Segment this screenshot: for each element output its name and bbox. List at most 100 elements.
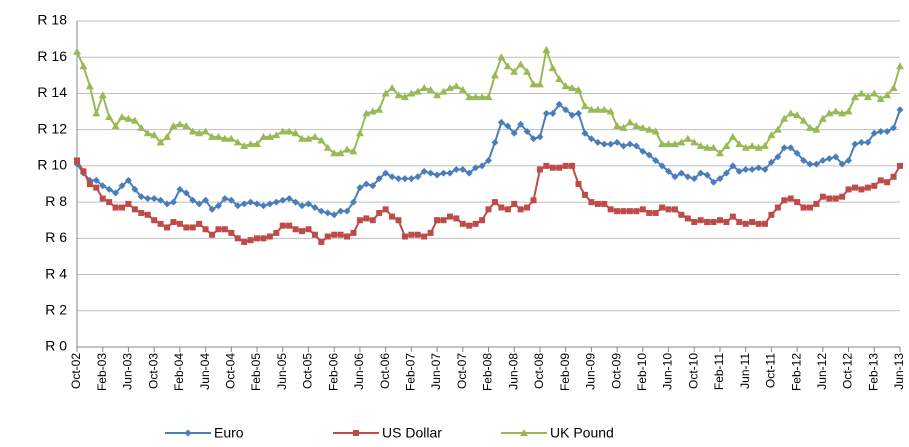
point	[569, 162, 576, 169]
point	[503, 62, 512, 70]
point	[800, 156, 808, 164]
point	[896, 106, 904, 114]
point	[665, 167, 673, 175]
x-tick-label: Jun-11	[738, 353, 752, 389]
x-tick-label: Jun-07	[429, 353, 443, 390]
point	[755, 164, 763, 172]
point	[561, 82, 570, 90]
point	[684, 215, 691, 222]
point	[524, 204, 531, 211]
point	[580, 102, 589, 110]
point	[516, 60, 525, 68]
point	[664, 140, 673, 148]
x-tick-label: Jun-03	[121, 353, 135, 390]
point	[350, 229, 357, 236]
point	[787, 195, 794, 202]
point	[202, 226, 209, 233]
point	[548, 64, 557, 72]
point	[285, 194, 293, 202]
point	[195, 129, 204, 137]
point	[678, 211, 685, 218]
y-tick-label: R 0	[45, 338, 67, 354]
point	[851, 140, 859, 148]
point	[523, 127, 531, 135]
x-tick-label: Jun-09	[584, 353, 598, 390]
point	[562, 162, 569, 169]
point	[555, 100, 563, 108]
point	[241, 238, 248, 245]
point	[254, 235, 261, 242]
point	[228, 229, 235, 236]
point	[144, 211, 151, 218]
point	[124, 176, 132, 184]
point	[445, 84, 454, 92]
point	[292, 226, 299, 233]
x-tick-label: Oct-04	[223, 353, 237, 389]
point	[793, 149, 801, 157]
point	[530, 135, 538, 143]
point	[106, 199, 113, 206]
legend-label: Euro	[214, 425, 244, 441]
point	[420, 167, 428, 175]
point	[170, 219, 177, 226]
x-tick-label: Feb-08	[481, 353, 495, 391]
x-tick-label: Jun-05	[275, 353, 289, 390]
point	[163, 200, 171, 208]
point	[755, 220, 762, 227]
point	[272, 198, 280, 206]
x-tick-label: Jun-13	[892, 353, 906, 390]
x-tick-label: Feb-12	[789, 353, 803, 391]
point	[195, 200, 203, 208]
point	[433, 171, 441, 179]
point	[446, 169, 454, 177]
point	[638, 123, 647, 131]
point	[863, 93, 872, 101]
point	[439, 169, 447, 177]
legend-label: UK Pound	[550, 425, 614, 441]
point	[626, 208, 633, 215]
point	[594, 138, 602, 146]
point	[728, 132, 737, 140]
point	[446, 213, 453, 220]
point	[574, 85, 583, 93]
point	[773, 125, 782, 133]
point	[845, 156, 853, 164]
point	[388, 84, 397, 92]
point	[304, 134, 313, 142]
point	[696, 141, 705, 149]
point	[131, 206, 138, 213]
point	[850, 93, 859, 101]
legend-marker	[353, 430, 359, 436]
point	[652, 209, 659, 216]
point	[600, 140, 608, 148]
point	[670, 140, 679, 148]
point	[883, 127, 891, 135]
y-tick-label: R 2	[45, 301, 67, 317]
point	[202, 196, 210, 204]
point	[349, 147, 358, 155]
point	[111, 122, 120, 130]
point	[286, 222, 293, 229]
point	[330, 211, 338, 219]
point	[780, 144, 788, 152]
point	[299, 228, 306, 235]
series-line	[76, 46, 901, 155]
point	[324, 233, 331, 240]
point	[665, 206, 672, 213]
point	[92, 176, 100, 184]
point	[613, 122, 622, 130]
point	[556, 164, 563, 171]
point	[600, 105, 609, 113]
point	[407, 89, 416, 97]
point	[761, 220, 768, 227]
point	[818, 114, 827, 122]
point	[639, 147, 647, 155]
point	[169, 122, 178, 130]
point	[542, 109, 550, 117]
point	[761, 166, 769, 174]
point	[710, 178, 718, 186]
point	[265, 132, 274, 140]
point	[356, 184, 364, 192]
point	[671, 173, 679, 181]
